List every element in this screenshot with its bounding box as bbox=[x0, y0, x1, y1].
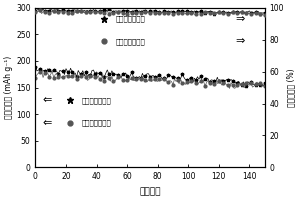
Text: ⇐: ⇐ bbox=[42, 118, 52, 128]
Y-axis label: 放电比容量 (mAh g⁻¹): 放电比容量 (mAh g⁻¹) bbox=[4, 56, 13, 119]
X-axis label: 循环图数: 循环图数 bbox=[139, 187, 161, 196]
Text: 再生鸽魈錨酸銃: 再生鸽魈錨酸銃 bbox=[81, 97, 111, 104]
Text: ⇒: ⇒ bbox=[235, 14, 244, 24]
Text: 报度鸽魈錨酸銃: 报度鸽魈錨酸銃 bbox=[116, 38, 146, 45]
Text: 报度鸽魈錨酸銃: 报度鸽魈錨酸銃 bbox=[81, 119, 111, 126]
Text: ⇒: ⇒ bbox=[235, 36, 244, 46]
Text: 再生鸽魈錨酸銃: 再生鸽魈錨酸銃 bbox=[116, 16, 146, 22]
Y-axis label: 容量保持率 (%): 容量保持率 (%) bbox=[287, 68, 296, 107]
Text: ⇐: ⇐ bbox=[42, 95, 52, 105]
